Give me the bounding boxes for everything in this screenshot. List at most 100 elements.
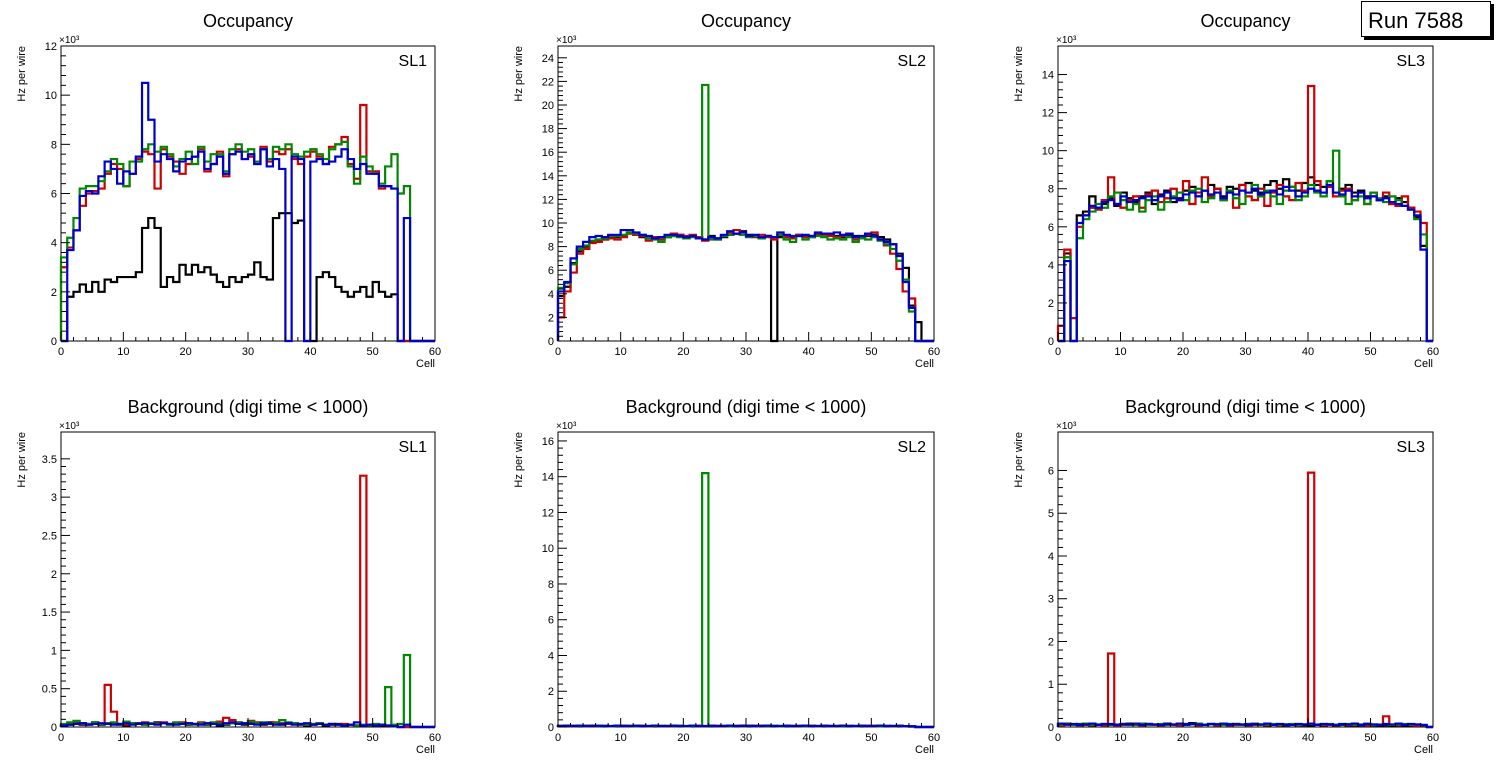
x-tick-label: 50 [367,346,379,358]
y-tick-label: 3 [51,492,57,504]
panel-title: Occupancy [701,11,791,31]
y-tick-label: 10 [542,543,554,555]
x-tick-label: 30 [242,346,254,358]
y-tick-label: 14 [542,171,554,183]
histogram-panel-1: Occupancy 0 10 20 30 40 50 60 0 2 4 6 8 10 12×10³ Cell H… [16,11,441,370]
x-tick-label: 60 [1427,732,1439,744]
x-tick-label: 60 [429,346,441,358]
y-tick-label: 2 [51,287,57,299]
x-tick-label: 50 [1364,732,1376,744]
y-tick-label: 6 [1048,222,1054,234]
y-tick-label: 6 [51,189,57,201]
y-tick-label: 24 [542,53,554,65]
y-tick-label: 2.5 [42,530,57,542]
x-tick-label: 20 [1177,346,1189,358]
y-tick-label: 12 [1042,108,1054,120]
superlayer-label: SL1 [399,439,428,456]
x-tick-label: 40 [803,732,815,744]
x-tick-label: 60 [928,732,940,744]
x-tick-label: 0 [58,732,64,744]
x-tick-label: 30 [740,732,752,744]
x-tick-label: 60 [429,732,441,744]
panel-title: Occupancy [203,11,293,31]
histogram-panel-4: Background (digi time < 1000)0 10 20 30 40 50… [16,397,441,756]
y-tick-label: 2 [1048,636,1054,648]
histogram-series-L4 [556,228,934,343]
x-tick-label: 20 [180,732,192,744]
histogram-series-L1 [556,230,934,343]
x-tick-label: 10 [1114,732,1126,744]
y-tick-label: 12 [45,41,57,53]
x-tick-label: 40 [1302,732,1314,744]
x-tick-label: 0 [58,346,64,358]
x-tick-label: 30 [1239,732,1251,744]
x-tick-label: 0 [555,732,561,744]
y-tick-label: 0 [548,336,554,348]
y-axis-title: Hz per wire [513,432,525,488]
y-tick-label: 10 [542,218,554,230]
y-tick-label: 4 [51,238,57,250]
y-tick-label: 4 [1048,260,1054,272]
x-tick-label: 20 [677,346,689,358]
x-tick-label: 50 [1364,346,1376,358]
y-exponent-label: ×10³ [556,35,577,46]
y-tick-label: 3 [1048,594,1054,606]
x-tick-label: 40 [803,346,815,358]
x-tick-label: 40 [304,346,316,358]
y-tick-label: 8 [51,139,57,151]
histogram-series-L1 [61,212,435,343]
y-tick-label: 2 [548,312,554,324]
x-tick-label: 10 [615,346,627,358]
histogram-series-L3 [59,140,435,343]
y-tick-label: 12 [542,507,554,519]
x-tick-label: 10 [117,732,129,744]
y-tick-label: 0 [548,722,554,734]
x-tick-label: 60 [1427,346,1439,358]
x-tick-label: 10 [615,732,627,744]
y-tick-label: 8 [548,579,554,591]
histogram-series-L2 [59,103,435,343]
y-tick-label: 1.5 [42,607,57,619]
x-tick-label: 50 [367,732,379,744]
histogram-panel-3: Occupancy 0 10 20 30 40 50 60 0 2 4 6 8 10 12 14 ×10³ Cel… [1013,11,1439,370]
y-tick-label: 0 [51,336,57,348]
run-label-box: Run 7588 [1361,1,1491,37]
x-tick-label: 10 [1114,346,1126,358]
x-axis-title: Cell [416,744,435,756]
panel-title: Occupancy [1200,11,1290,31]
y-tick-label: 1 [1048,679,1054,691]
histogram-series-L4 [1058,183,1433,343]
y-tick-label: 0 [51,722,57,734]
y-tick-label: 16 [542,436,554,448]
panel-title: Background (digi time < 1000) [1125,397,1366,417]
histogram-series-L2 [1056,84,1433,343]
x-axis-title: Cell [1414,358,1433,370]
histogram-series-L4 [61,81,435,343]
x-axis-title: Cell [1414,744,1433,756]
histogram-panel-5: Background (digi time < 1000)0 10 20 30 40 50… [513,397,940,756]
y-tick-label: 12 [542,194,554,206]
superlayer-label: SL3 [1397,439,1426,456]
x-tick-label: 30 [740,346,752,358]
x-tick-label: 10 [117,346,129,358]
superlayer-label: SL2 [898,439,927,456]
y-axis-title: Hz per wire [513,46,525,102]
x-tick-label: 30 [242,732,254,744]
y-tick-label: 20 [542,100,554,112]
superlayer-label: SL3 [1397,53,1426,70]
y-tick-label: 2 [548,686,554,698]
histogram-series-L2 [556,228,934,343]
histogram-series-L2 [59,474,435,729]
y-tick-label: 5 [1048,508,1054,520]
x-tick-label: 0 [555,346,561,358]
y-tick-label: 4 [548,650,554,662]
plot-frame [557,431,935,728]
y-tick-label: 4 [1048,551,1054,563]
x-axis-title: Cell [915,358,934,370]
x-tick-label: 0 [1055,732,1061,744]
y-axis-title: Hz per wire [1013,432,1025,488]
histogram-series-L4 [59,721,435,729]
x-tick-label: 40 [304,732,316,744]
y-tick-label: 10 [45,90,57,102]
